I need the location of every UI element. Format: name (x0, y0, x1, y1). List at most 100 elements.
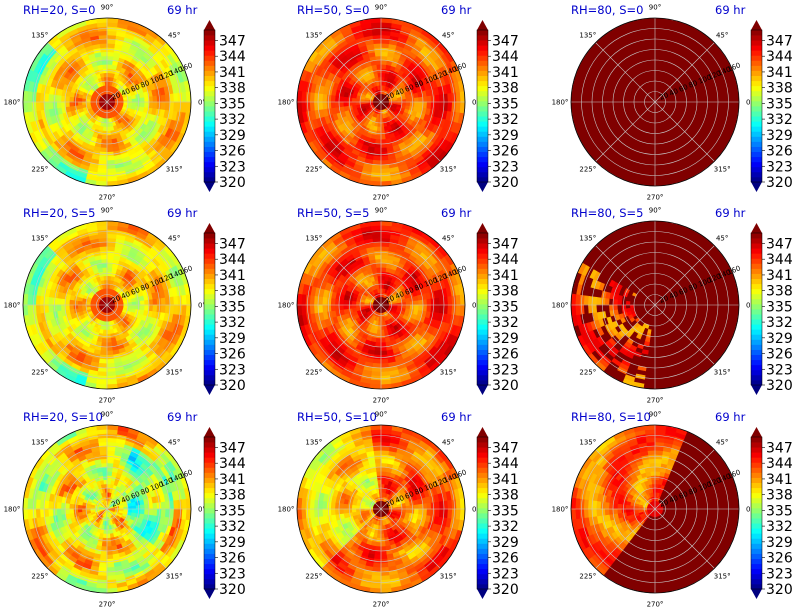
colorbar-segment (204, 40, 215, 46)
radial-tick-label: 40 (120, 87, 131, 98)
colorbar-segment (477, 60, 488, 66)
field-cell (342, 101, 349, 108)
field-cell (651, 122, 656, 128)
angle-tick-label: 270° (99, 194, 116, 202)
colorbar-tick-label: 329 (219, 128, 246, 144)
field-cell (103, 122, 108, 128)
colorbar-segment (204, 141, 215, 147)
colorbar-segment (204, 146, 215, 152)
field-cell (671, 101, 677, 106)
field-cell (101, 262, 108, 268)
field-cell (85, 301, 91, 306)
colorbar-segment (477, 116, 488, 122)
colorbar-segment (477, 151, 488, 158)
colorbar-segment (204, 339, 215, 345)
field-cell (418, 299, 424, 306)
angle-tick-label: 135° (579, 31, 596, 39)
field-cell (375, 337, 382, 344)
angle-tick-label: 315° (440, 166, 457, 174)
colorbar-segment (751, 70, 762, 76)
field-cell (401, 304, 407, 309)
field-cell (375, 139, 382, 145)
field-cell (375, 63, 382, 70)
colorbar-segment (477, 50, 488, 56)
colorbar-segment (204, 293, 215, 300)
colorbar-tick-label: 338 (492, 81, 519, 97)
colorbar-segment (477, 136, 488, 142)
field-cell (380, 350, 388, 356)
field-cell (351, 300, 357, 306)
colorbar-tick-label: 326 (219, 144, 246, 160)
colorbar-segment (204, 319, 215, 325)
angle-tick-label: 315° (166, 369, 183, 377)
field-cell (649, 134, 656, 141)
colorbar-segment (204, 359, 215, 366)
field-cell (330, 304, 336, 312)
colorbar-segment (477, 40, 488, 46)
colorbar-segment (204, 45, 215, 51)
field-cell (375, 262, 382, 268)
colorbar-segment (204, 268, 215, 274)
field-cell (106, 342, 113, 348)
field-cell (106, 275, 112, 281)
colorbar-tick-label: 329 (492, 128, 519, 144)
field-cell (106, 72, 112, 78)
field-cell (380, 266, 387, 273)
colorbar-segment (204, 121, 215, 127)
colorbar-segment (751, 55, 762, 61)
colorbar-segment (204, 131, 215, 137)
colorbar-extend-min (204, 182, 215, 192)
colorbar-tick-label: 326 (492, 144, 519, 160)
colorbar-tick-label: 320 (219, 378, 246, 394)
panel-time: 69 hr (167, 206, 198, 220)
angle-tick-label: 225° (305, 166, 322, 174)
angle-tick-label: 180° (4, 99, 21, 107)
colorbar-segment (204, 161, 215, 168)
colorbar-segment (204, 233, 215, 239)
angle-tick-label: 90° (375, 4, 387, 12)
field-cell (380, 262, 387, 268)
field-cell (131, 101, 137, 107)
colorbar-segment (204, 166, 215, 173)
field-cell (377, 122, 382, 128)
field-cell (139, 299, 146, 306)
field-cell (648, 147, 656, 153)
field-cell (100, 350, 108, 356)
field-cell (106, 59, 113, 65)
field-cell (102, 126, 108, 132)
field-cell (100, 254, 108, 260)
polar-grid (570, 17, 740, 187)
field-cell (144, 96, 150, 103)
panel-time: 69 hr (715, 3, 746, 17)
colorbar-segment (204, 111, 215, 117)
radial-tick-label: 60 (130, 83, 141, 94)
angle-tick-label: 90° (649, 4, 661, 12)
colorbar-extend-min (477, 182, 488, 192)
angular-gridline (106, 42, 167, 103)
colorbar-segment (204, 243, 215, 249)
colorbar-segment (204, 278, 215, 285)
field-cell (330, 101, 336, 109)
field-cell (89, 302, 95, 306)
colorbar-extend-max (204, 223, 215, 233)
colorbar-tick-label: 344 (492, 49, 519, 65)
field-cell (106, 350, 114, 356)
panel-title: RH=80, S=0 (571, 3, 643, 17)
colorbar-tick-label: 326 (219, 347, 246, 363)
field-cell (104, 317, 108, 323)
colorbar-tick-label: 338 (219, 284, 246, 300)
polar-grid (296, 17, 466, 187)
field-cell (654, 147, 662, 153)
field-cell (652, 114, 656, 120)
colorbar-segment (477, 55, 488, 61)
field-cell (377, 321, 382, 327)
field-cell (380, 51, 388, 57)
colorbar-segment (204, 309, 215, 315)
panel-time: 69 hr (167, 3, 198, 17)
field-cell (330, 95, 336, 103)
field-cell (101, 266, 108, 273)
field-cell (131, 304, 137, 310)
angle-tick-label: 135° (305, 31, 322, 39)
